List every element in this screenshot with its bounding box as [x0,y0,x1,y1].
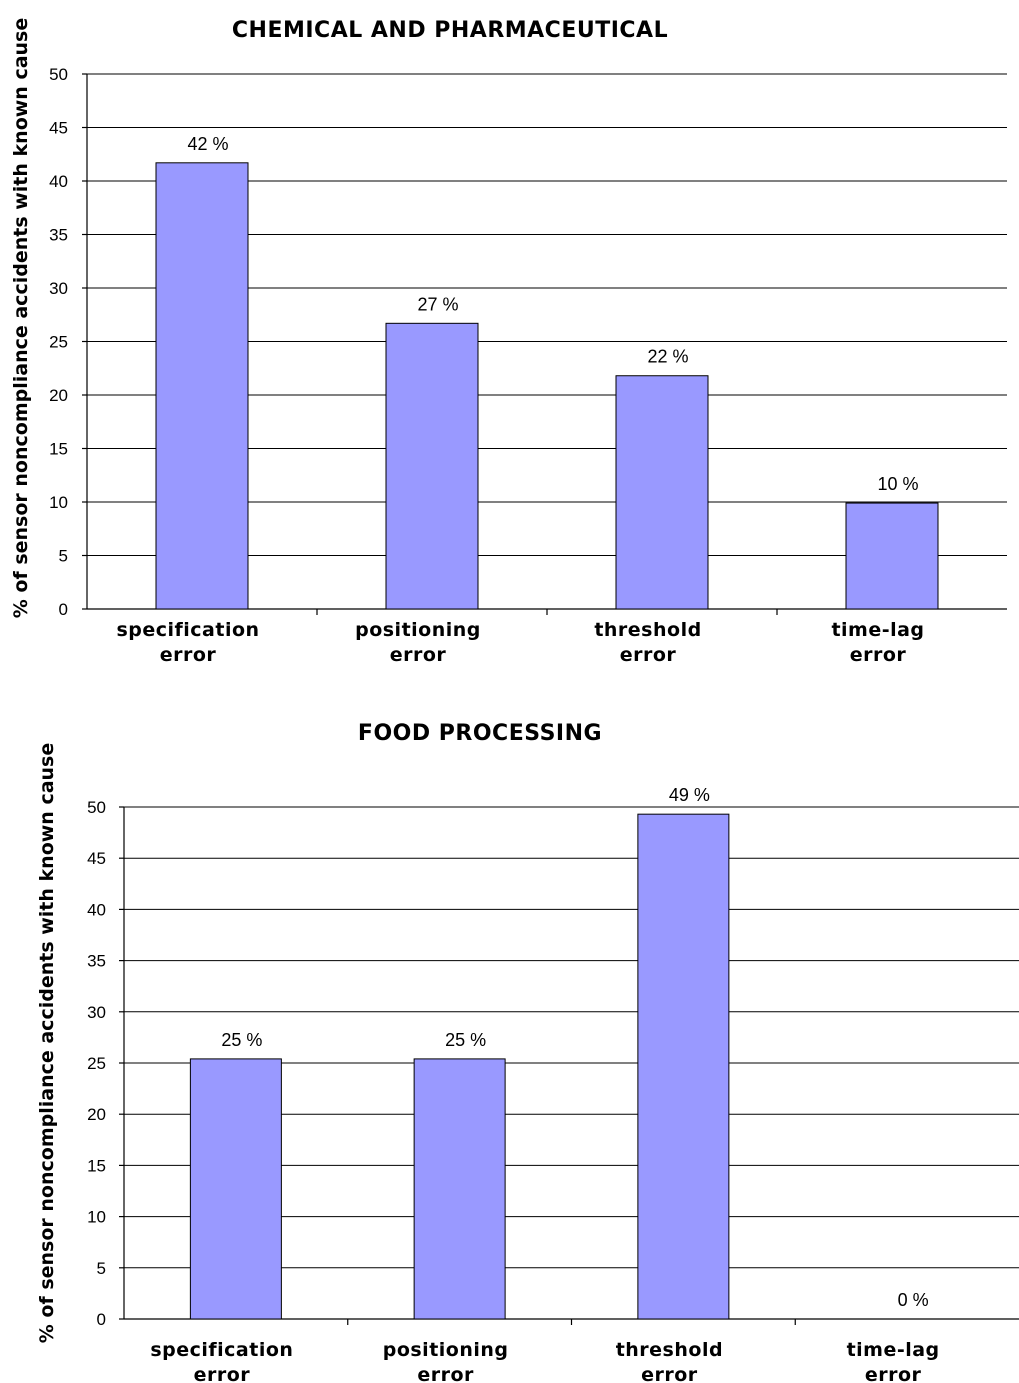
y-tick-label: 20 [49,386,68,405]
y-axis-label: % of sensor noncompliance accidents with… [10,18,32,619]
data-label: 49 % [669,785,710,805]
data-label: 10 % [877,474,918,494]
category-label: specification [116,619,259,641]
y-tick-label: 45 [87,849,106,868]
y-axis-label: % of sensor noncompliance accidents with… [36,743,58,1344]
bar [615,375,709,610]
bar [155,162,249,610]
chart-title: FOOD PROCESSING [358,721,602,746]
bar [637,813,730,1320]
bar [385,322,479,610]
data-label: 25 % [445,1030,486,1050]
y-tick-label: 25 [49,333,68,352]
category-label: time-lag [831,619,924,641]
y-tick-label: 10 [49,493,68,512]
bar [189,1058,282,1320]
y-tick-label: 5 [59,547,68,566]
data-label: 25 % [221,1030,262,1050]
category-label: error [865,1364,922,1383]
category-label: positioning [355,619,481,641]
category-label: positioning [383,1339,509,1361]
category-label: error [641,1364,698,1383]
category-label: error [160,644,217,666]
y-tick-label: 50 [49,65,68,84]
bar [413,1058,506,1320]
y-tick-label: 40 [49,172,68,191]
y-tick-label: 0 [97,1310,106,1329]
chart-chemical-pharmaceutical: CHEMICAL AND PHARMACEUTICAL % of sensor … [10,18,1007,666]
y-tick-label: 50 [87,798,106,817]
y-tick-label: 5 [97,1259,106,1278]
y-tick-label: 40 [87,900,106,919]
y-tick-label: 30 [49,279,68,298]
y-tick-label: 25 [87,1054,106,1073]
y-tick-label: 35 [87,952,106,971]
data-label: 0 % [898,1290,929,1310]
y-tick-label: 0 [59,600,68,619]
y-tick-label: 15 [87,1156,106,1175]
data-label: 42 % [187,134,228,154]
data-label: 22 % [647,347,688,367]
category-label: error [850,644,907,666]
category-label: threshold [616,1339,723,1361]
y-tick-label: 45 [49,119,68,138]
y-tick-label: 15 [49,440,68,459]
y-tick-label: 30 [87,1003,106,1022]
bar [845,502,939,610]
data-label: 27 % [417,294,458,314]
category-label: error [194,1364,251,1383]
category-label: threshold [594,619,701,641]
y-tick-label: 20 [87,1105,106,1124]
chart-title: CHEMICAL AND PHARMACEUTICAL [232,18,668,43]
category-label: specification [150,1339,293,1361]
category-label: time-lag [847,1339,940,1361]
y-tick-label: 35 [49,226,68,245]
category-label: error [620,644,677,666]
category-label: error [417,1364,474,1383]
chart-food-processing: FOOD PROCESSING % of sensor noncomplianc… [36,721,1019,1383]
y-tick-label: 10 [87,1208,106,1227]
category-label: error [390,644,447,666]
